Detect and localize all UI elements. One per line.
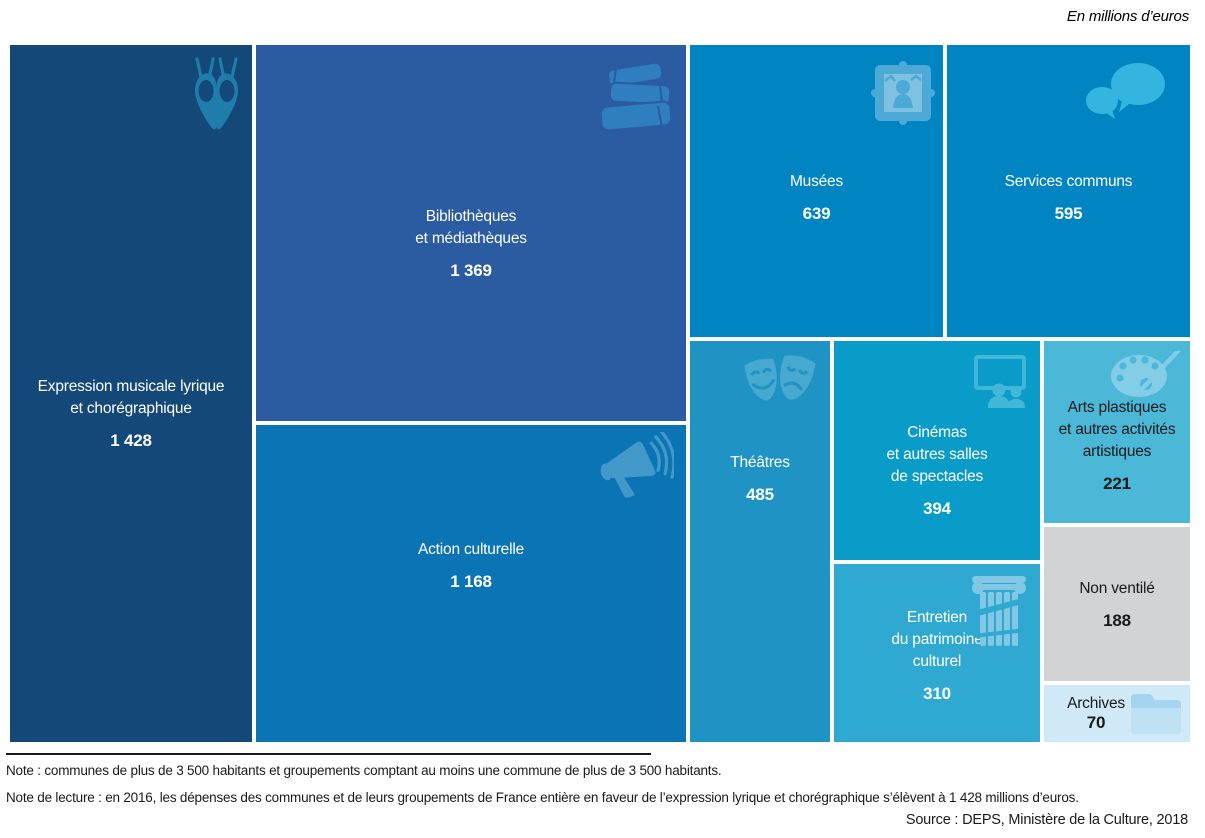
tile-label: Non ventilé	[1079, 578, 1155, 600]
treemap-tile-action-culturelle: Action culturelle 1 168	[256, 425, 686, 742]
tile-label-line: Bibliothèques	[425, 207, 517, 225]
tile-label-line: Entretien	[906, 608, 968, 626]
tile-label: Cinémas et autres salles de spectacles	[886, 422, 987, 488]
cinema-screen-icon	[970, 352, 1030, 408]
tile-label-line: Théâtres	[730, 454, 790, 471]
tile-label: Action culturelle	[418, 539, 524, 561]
treemap-tile-cinemas: Cinémas et autres salles de spectacles 3…	[834, 341, 1040, 560]
treemap-tile-entretien-patrimoine: Entretien du patrimoine culturel 310	[834, 564, 1040, 742]
tile-value: 639	[802, 203, 831, 223]
treemap-tile-archives: Archives 70	[1044, 685, 1190, 742]
tile-label: Entretien du patrimoine culturel	[891, 607, 983, 673]
tile-label-line: Action culturelle	[417, 541, 525, 558]
tile-label-line: Arts plastiques	[1067, 398, 1167, 416]
tile-value: 1 369	[450, 260, 492, 280]
source-text: Source : DEPS, Ministère de la Culture, …	[905, 812, 1188, 828]
framed-painting-icon	[871, 61, 935, 125]
speech-bubbles-icon	[1084, 59, 1168, 125]
tile-label-line: et autres salles	[886, 446, 988, 463]
tile-label-line: et chorégraphique	[70, 400, 192, 417]
tile-label: Arts plastiques et autres activités arti…	[1059, 397, 1176, 463]
tile-label-line: Non ventilé	[1079, 579, 1155, 597]
tile-value: 1 168	[450, 572, 492, 591]
tile-label-line: culturel	[912, 652, 962, 670]
theater-masks-icon	[737, 349, 821, 415]
unit-label: En millions d’euros	[1066, 8, 1189, 25]
tile-label: Expression musicale lyrique et chorégrap…	[38, 376, 225, 420]
treemap-tile-musees: Musées 639	[690, 45, 943, 337]
tile-label-line: du patrimoine	[891, 630, 983, 648]
note-lecture-text: Note de lecture : en 2016, les dépenses …	[6, 790, 1079, 805]
tile-value: 221	[1103, 473, 1131, 493]
tile-value: 70	[1086, 713, 1106, 732]
ballet-shoes-icon	[188, 57, 245, 133]
tile-label: Archives	[1067, 694, 1125, 713]
books-stack-icon	[592, 56, 680, 148]
tile-label-line: Musées	[789, 172, 844, 190]
tile-label: Musées	[790, 171, 843, 193]
notes: Note : communes de plus de 3 500 habitan…	[6, 757, 1196, 811]
megaphone-icon	[594, 432, 674, 498]
tile-label-line: et autres activités	[1058, 420, 1176, 438]
folder-icon	[1127, 686, 1185, 738]
tile-label-line: Expression musicale lyrique	[37, 378, 225, 395]
tile-label-line: et médiathèques	[415, 229, 527, 247]
tile-value: 188	[1103, 610, 1131, 630]
notes-divider	[6, 753, 651, 755]
tile-label-line: Cinémas	[907, 424, 967, 441]
treemap-tile-non-ventile: Non ventilé 188	[1044, 527, 1190, 681]
tile-label: Bibliothèques et médiathèques	[415, 206, 527, 250]
tile-value: 595	[1054, 203, 1083, 223]
tile-label: Théâtres	[730, 452, 790, 474]
note-text: Note : communes de plus de 3 500 habitan…	[6, 763, 722, 778]
tile-value: 394	[923, 499, 951, 518]
treemap-tile-expression-musicale: Expression musicale lyrique et chorégrap…	[10, 45, 252, 742]
treemap-tile-arts-plastiques: Arts plastiques et autres activités arti…	[1044, 341, 1190, 523]
treemap-tile-bibliotheques: Bibliothèques et médiathèques 1 369	[256, 45, 686, 421]
treemap-tile-services-communs: Services communs 595	[947, 45, 1190, 337]
tile-label: Services communs	[1005, 171, 1133, 193]
tile-label-line: de spectacles	[890, 468, 984, 485]
tile-value: 485	[746, 485, 774, 504]
tile-value: 310	[923, 683, 951, 703]
palette-icon	[1109, 349, 1185, 401]
column-icon	[970, 574, 1028, 648]
tile-value: 1 428	[110, 431, 152, 450]
tile-label-line: Services communs	[1004, 172, 1133, 190]
tile-label-line: Archives	[1067, 695, 1125, 712]
treemap-tile-theatres: Théâtres 485	[690, 341, 830, 742]
tile-label-line: artistiques	[1082, 442, 1152, 460]
